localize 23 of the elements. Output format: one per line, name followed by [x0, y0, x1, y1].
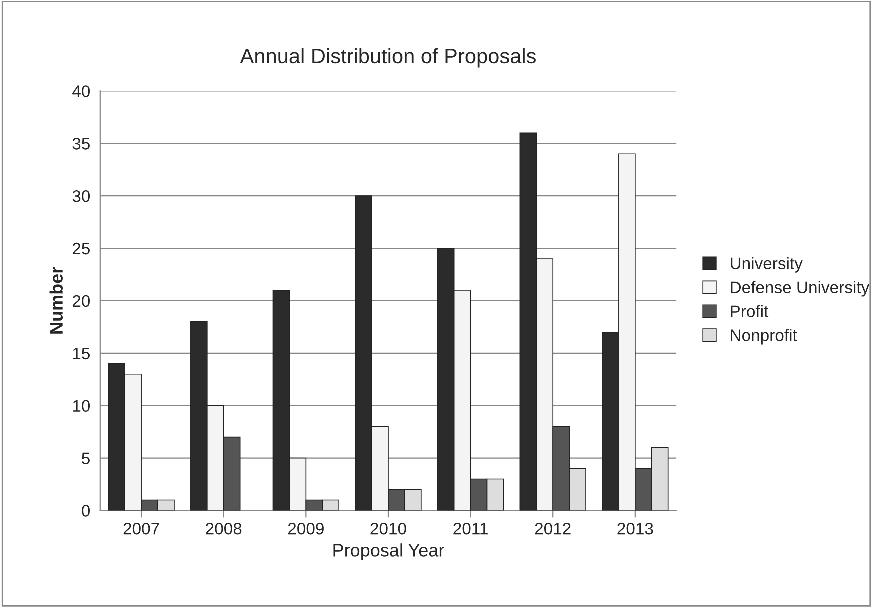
x-tick-label: 2013: [618, 522, 654, 535]
y-tick-label: 35: [72, 138, 90, 150]
legend-label: Defense University: [731, 281, 870, 297]
y-axis-title: Number: [50, 267, 64, 334]
x-tick-label: 2008: [206, 522, 242, 535]
x-axis-title: Proposal Year: [334, 544, 444, 560]
legend-label: University: [731, 257, 803, 273]
legend-label: Profit: [731, 305, 769, 318]
x-tick-label: 2012: [535, 522, 571, 535]
y-tick-label: 20: [72, 295, 90, 308]
y-tick-label: 5: [82, 452, 90, 464]
y-tick-label: 0: [82, 505, 90, 517]
y-tick-label: 15: [73, 348, 90, 360]
y-tick-label: 30: [72, 190, 90, 202]
y-tick-label: 40: [72, 86, 90, 98]
chart-title: Annual Distribution of Proposals: [240, 48, 536, 68]
x-tick-label: 2009: [288, 522, 324, 535]
x-tick-label: 2011: [454, 522, 488, 535]
y-tick-label: 10: [73, 400, 90, 412]
legend-label: Nonprofit: [731, 329, 798, 345]
y-tick-label: 25: [72, 242, 90, 255]
x-tick-label: 2010: [370, 522, 406, 535]
x-tick-label: 2007: [124, 522, 160, 535]
